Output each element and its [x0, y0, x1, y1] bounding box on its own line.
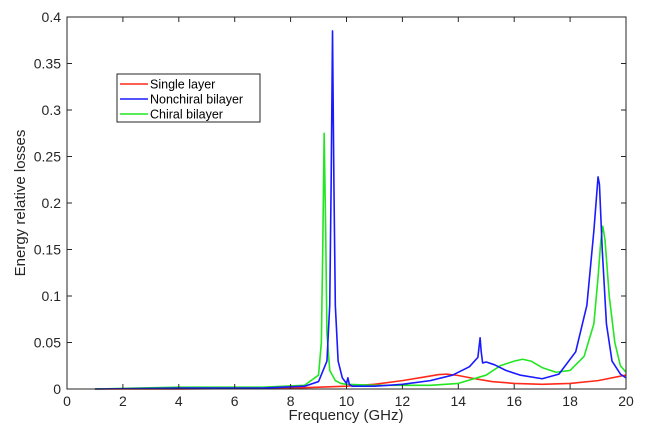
- legend-label-1: Nonchiral bilayer: [150, 93, 243, 107]
- x-tick-label: 14: [451, 393, 467, 409]
- x-tick-label: 8: [287, 393, 295, 409]
- y-axis-label: Energy relative losses: [12, 130, 29, 277]
- y-tick-label: 0.1: [42, 288, 62, 304]
- x-tick-label: 20: [618, 393, 634, 409]
- y-tick-label: 0: [53, 381, 61, 397]
- y-tick-label: 0.05: [34, 335, 61, 351]
- x-tick-label: 4: [175, 393, 183, 409]
- legend-label-2: Chiral bilayer: [150, 108, 223, 122]
- x-tick-label: 16: [506, 393, 522, 409]
- y-tick-label: 0.3: [42, 102, 62, 118]
- x-tick-label: 18: [562, 393, 578, 409]
- x-axis-label: Frequency (GHz): [288, 407, 403, 424]
- x-tick-label: 12: [395, 393, 411, 409]
- x-tick-label: 6: [231, 393, 239, 409]
- y-tick-label: 0.2: [42, 195, 62, 211]
- y-tick-label: 0.15: [34, 242, 61, 258]
- series-line-1: [94, 30, 627, 390]
- y-tick-label: 0.25: [34, 149, 61, 165]
- tick-layer: 0 2 4 6 8 10 12 14 16 18 20 0 0.05 0.1 0.15 0.2 0.25 0.3 0…: [34, 9, 634, 409]
- y-tick-label: 0.35: [34, 56, 61, 72]
- x-tick-label: 2: [119, 393, 127, 409]
- x-tick-label: 0: [63, 393, 71, 409]
- y-tick-label: 0.4: [42, 9, 62, 25]
- x-tick-label: 10: [339, 393, 355, 409]
- legend-label-0: Single layer: [150, 78, 215, 92]
- plot-background: [67, 17, 626, 389]
